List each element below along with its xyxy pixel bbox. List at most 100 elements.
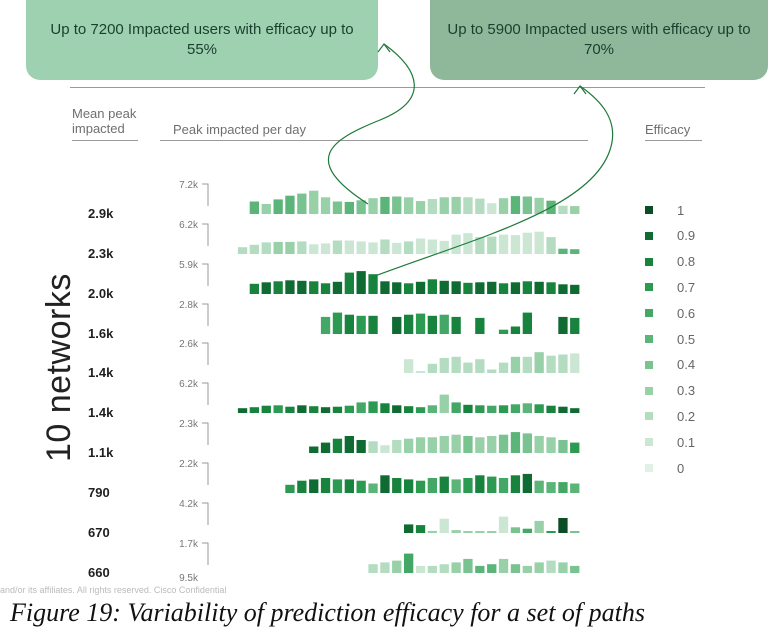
chart-bar — [368, 401, 378, 413]
chart-bar — [309, 190, 319, 214]
chart-bar — [344, 479, 354, 493]
chart-bar — [439, 197, 449, 214]
chart-bar — [558, 440, 568, 453]
chart-bar — [475, 359, 485, 373]
legend-label: 0.1 — [677, 434, 696, 450]
chart-bar — [487, 476, 497, 493]
chart-bar — [439, 394, 449, 413]
row-max-label: 6.2k — [179, 220, 199, 231]
chart-bar — [558, 248, 568, 254]
mean-peak-underline — [72, 140, 138, 141]
chart-bar — [368, 242, 378, 254]
legend-label: 0.2 — [677, 408, 696, 424]
chart-bar — [332, 479, 343, 493]
chart-bar — [427, 530, 437, 533]
chart-bar — [570, 531, 580, 533]
row-axis-bracket — [202, 462, 209, 485]
peak-per-day-header: Peak impacted per day — [173, 122, 306, 137]
legend-label: 0.3 — [677, 383, 696, 399]
chart-bar — [546, 282, 556, 294]
chart-bar — [463, 404, 473, 413]
chart-bar — [570, 206, 580, 214]
chart-bar — [309, 281, 319, 294]
chart-bar — [522, 528, 532, 533]
chart-bar — [463, 436, 473, 453]
chart-bar — [404, 553, 414, 573]
legend-item: 1 — [645, 202, 684, 218]
legend-item: 0.1 — [645, 434, 695, 450]
legend-item: 0.7 — [645, 279, 695, 295]
legend-label: 0.4 — [677, 357, 696, 373]
chart-bar — [427, 405, 437, 413]
chart-bar — [487, 281, 497, 294]
chart-bar — [261, 204, 271, 214]
chart-bar — [570, 249, 580, 254]
chart-bar — [546, 237, 556, 254]
chart-bar — [534, 436, 544, 453]
chart-bar — [427, 437, 437, 453]
chart-bar — [451, 234, 461, 254]
chart-bar — [451, 562, 461, 573]
chart-bar — [427, 363, 437, 373]
legend-label: 0.7 — [677, 279, 696, 295]
chart-bar — [356, 200, 366, 215]
chart-bar — [451, 356, 461, 373]
row-axis-bracket — [202, 342, 209, 365]
row-mean-label: 2.0k — [88, 286, 114, 301]
chart-bar — [451, 281, 461, 294]
chart-bar — [285, 195, 295, 214]
chart-bar — [309, 479, 319, 493]
chart-bar — [451, 434, 461, 453]
chart-bar — [404, 406, 414, 413]
chart-bar — [534, 480, 544, 493]
chart-bar — [498, 558, 509, 573]
chart-bar — [487, 564, 497, 573]
chart-bar — [522, 565, 532, 573]
chart-bar — [309, 244, 319, 254]
legend-swatch — [645, 386, 653, 395]
chart-bar — [475, 531, 485, 533]
chart-bar — [344, 240, 354, 254]
chart-bar — [463, 478, 473, 493]
chart-bar — [439, 314, 449, 334]
chart-bar — [522, 281, 532, 294]
chart-bar — [558, 518, 568, 533]
chart-bar — [249, 201, 259, 214]
row-mean-label: 1.1k — [88, 445, 114, 460]
legend-swatch — [645, 360, 653, 369]
chart-bar — [415, 238, 426, 254]
chart-bar — [320, 243, 331, 254]
chart-bar — [332, 201, 343, 214]
chart-bar — [439, 436, 449, 453]
legend-label: 0 — [677, 460, 685, 476]
chart-bar — [392, 316, 402, 334]
chart-bar — [297, 241, 307, 254]
chart-bar — [332, 281, 343, 294]
chart-bar — [463, 558, 473, 573]
chart-bar — [356, 440, 366, 453]
chart-bar — [415, 281, 426, 294]
chart-bar — [570, 353, 580, 373]
chart-bar — [558, 562, 568, 573]
chart-bar — [404, 359, 414, 373]
chart-bar — [297, 280, 307, 294]
chart-bar — [261, 242, 271, 254]
chart-bar — [380, 281, 390, 294]
chart-bar — [404, 241, 414, 254]
legend-item: 0.8 — [645, 254, 695, 270]
chart-bar — [415, 371, 426, 373]
chart-bar — [546, 437, 556, 453]
chart-bar — [320, 316, 331, 334]
legend-item: 0.4 — [645, 357, 695, 373]
chart-bar — [332, 406, 343, 413]
chart-bar — [404, 438, 414, 453]
row-mean-label: 670 — [88, 525, 110, 540]
legend-item: 0.3 — [645, 383, 695, 399]
chart-bar — [392, 440, 402, 453]
chart-bar — [522, 356, 532, 373]
chart-bar — [344, 314, 354, 334]
efficacy-header: Efficacy — [645, 122, 690, 137]
chart-bar — [320, 283, 331, 294]
chart-bar — [498, 516, 509, 533]
annotation-arrow — [374, 85, 614, 277]
